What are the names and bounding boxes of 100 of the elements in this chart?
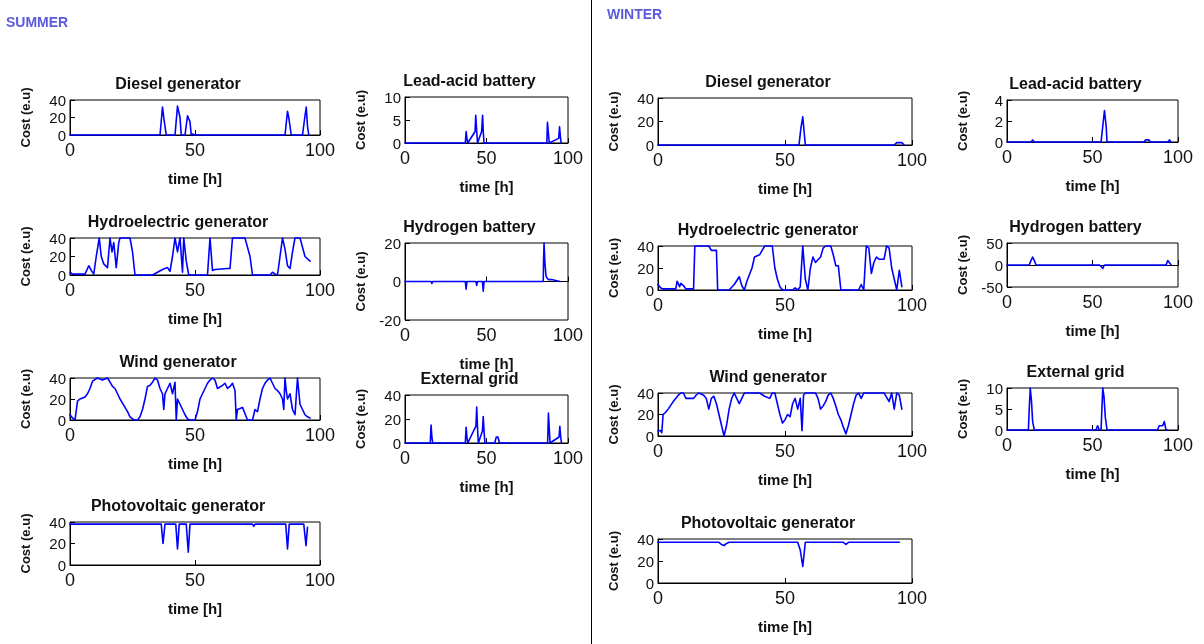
y-tick-label: 40 [637,384,654,402]
y-tick-label: 20 [384,410,401,428]
y-tick-label: 5 [392,111,401,129]
y-tick-label: 0 [57,411,66,429]
x-axis-title: time [h] [167,310,223,327]
y-tick-label: 10 [986,379,1003,397]
chart-title: Hydroelectric generator [87,212,269,230]
y-tick-label: 10 [384,88,401,106]
x-tick-label: 50 [774,588,796,608]
y-tick-label: 40 [49,91,66,109]
x-axis-title: time [h] [459,478,514,495]
y-tick-label: 20 [49,109,66,126]
x-axis-title: time [h] [757,180,813,197]
y-tick-label: 40 [49,369,66,387]
x-axis-title: time [h] [1065,322,1120,339]
y-axis-title: Cost (e.u) [955,235,970,295]
chart-title: Wind generator [709,367,827,385]
y-tick-label: 0 [57,126,66,144]
y-tick-label: -20 [379,311,401,329]
line-series [657,541,901,568]
y-tick-label: 4 [994,91,1003,109]
x-tick-label: 100 [552,448,584,468]
y-tick-label: 40 [384,386,401,404]
line-series [69,523,309,553]
line-series [404,242,561,292]
x-tick-label: 100 [896,295,928,315]
x-tick-label: 50 [184,140,206,160]
x-axis-title: time [h] [757,618,813,635]
x-axis-title: time [h] [757,325,813,342]
x-tick-label: 100 [304,570,336,590]
y-axis-title: Cost (e.u) [353,90,368,150]
chart-title: External grid [1026,362,1125,380]
chart-title: Diesel generator [115,74,241,92]
x-tick-label: 50 [1082,147,1103,167]
chart-title: Lead-acid battery [403,71,536,89]
y-tick-label: 20 [384,234,401,252]
y-tick-label: 40 [637,237,654,255]
x-tick-label: 50 [1082,435,1103,455]
y-tick-label: 40 [637,530,654,548]
x-tick-label: 100 [1162,435,1194,455]
x-tick-label: 50 [774,150,796,170]
x-tick-label: 50 [476,148,497,168]
line-series [657,392,903,437]
y-tick-label: 40 [49,229,66,247]
y-tick-label: 0 [57,556,66,574]
line-series [404,406,563,444]
text: SUMMER [6,14,69,30]
y-tick-label: 0 [57,266,66,284]
chart-title: Lead-acid battery [1009,74,1142,92]
chart-title: Photovoltaic generator [680,513,856,531]
line-series [657,245,903,291]
y-axis-title: Cost (e.u) [18,87,33,148]
y-axis-title: Cost (e.u) [18,369,33,429]
line-series [1006,256,1172,270]
y-tick-label: 20 [637,259,654,277]
y-axis-title: Cost (e.u) [18,513,33,574]
chart-title: Diesel generator [705,72,831,90]
x-tick-label: 50 [184,570,206,590]
x-tick-label: 100 [552,148,584,168]
y-tick-label: 20 [49,535,66,552]
chart-title: Wind generator [119,352,237,370]
y-tick-label: 2 [994,112,1003,130]
y-axis-title: Cost (e.u) [606,531,621,591]
line-series [69,105,310,136]
y-tick-label: 20 [637,552,654,570]
x-tick-label: 100 [304,140,336,160]
x-axis-title: time [h] [459,178,514,195]
x-tick-label: 50 [1082,292,1103,312]
x-tick-label: 50 [184,425,206,445]
x-tick-label: 100 [1162,292,1194,312]
y-tick-label: 20 [637,406,654,423]
x-tick-label: 100 [896,588,928,608]
y-axis-title: Cost (e.u) [606,91,621,152]
y-tick-label: 0 [994,256,1003,274]
chart-title: Hydrogen battery [403,217,536,235]
x-tick-label: 100 [304,280,336,300]
y-tick-label: -50 [981,278,1003,296]
line-series [1006,109,1172,143]
chart-title: Photovoltaic generator [90,496,266,514]
chart-title: Hydrogen battery [1009,217,1142,235]
y-tick-label: 20 [49,248,66,265]
y-axis-title: Cost (e.u) [18,226,33,287]
y-axis-title: Cost (e.u) [606,384,621,445]
x-tick-label: 50 [476,325,497,345]
line-series [69,377,311,421]
x-tick-label: 50 [774,441,796,461]
y-tick-label: 40 [637,89,654,107]
x-axis-title: time [h] [167,455,223,472]
y-tick-label: 40 [49,513,66,531]
y-axis-title: Cost (e.u) [606,238,621,298]
line-series [404,114,562,144]
x-axis-title: time [h] [167,600,223,617]
y-axis-title: Cost (e.u) [955,379,970,439]
y-tick-label: 20 [637,113,654,130]
y-axis-title: Cost (e.u) [353,251,368,312]
x-tick-label: 100 [896,150,928,170]
y-tick-label: 20 [49,390,66,408]
y-tick-label: 50 [986,234,1003,252]
text: WINTER [607,6,663,22]
x-tick-label: 100 [552,325,584,345]
